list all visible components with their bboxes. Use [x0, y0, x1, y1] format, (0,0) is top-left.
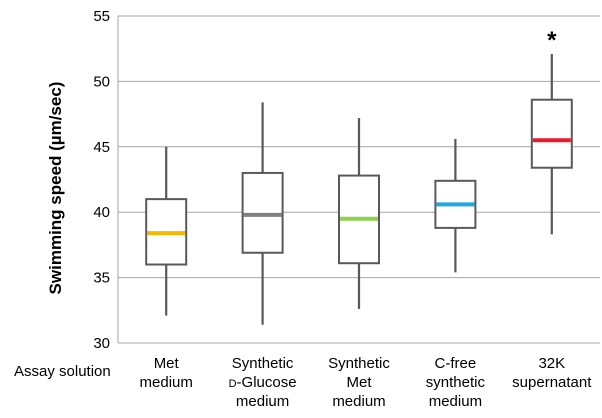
box-iqr — [530, 98, 573, 169]
y-tick-label: 30 — [93, 335, 110, 352]
y-tick-labels: 30 35 40 45 50 55 — [93, 8, 110, 352]
y-tick-label: 40 — [93, 204, 110, 221]
x-axis-label: Assay solution — [14, 363, 111, 380]
box-group — [338, 118, 380, 309]
y-tick-label: 50 — [93, 73, 110, 90]
box-group — [145, 146, 188, 316]
y-tick-label: 45 — [93, 139, 110, 156]
boxes: * — [145, 27, 573, 325]
category-label: Synthetic D-Glucose medium — [229, 355, 297, 410]
y-axis-label: Swimming speed (µm/sec) — [46, 82, 65, 295]
y-tick-label: 55 — [93, 8, 110, 25]
category-labels: Met medium Synthetic D-Glucose medium Synthet… — [140, 355, 593, 410]
category-label: C-free synthetic medium — [426, 355, 486, 410]
significance-marker: * — [547, 27, 557, 54]
y-tick-label: 35 — [93, 270, 110, 287]
box-group — [241, 102, 284, 325]
category-label: Synthetic Met medium — [328, 355, 390, 410]
category-label: Met medium — [140, 355, 193, 391]
box-group — [434, 138, 477, 273]
category-label: 32K supernatant — [512, 355, 592, 391]
box-group: * — [530, 27, 573, 235]
